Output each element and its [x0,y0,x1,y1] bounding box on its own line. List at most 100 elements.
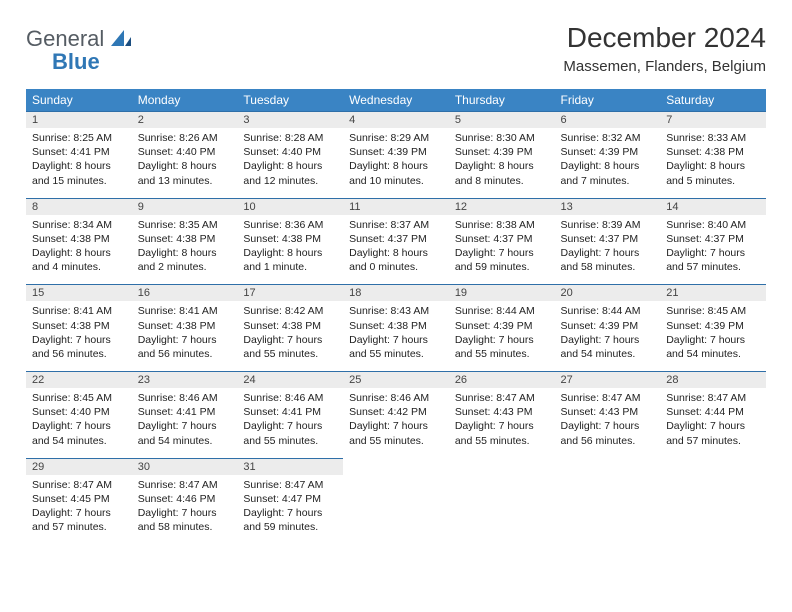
sunrise-text: Sunrise: 8:47 AM [666,391,760,405]
day-body: Sunrise: 8:35 AMSunset: 4:38 PMDaylight:… [132,215,238,285]
day-body: Sunrise: 8:39 AMSunset: 4:37 PMDaylight:… [555,215,661,285]
day-cell: 18Sunrise: 8:43 AMSunset: 4:38 PMDayligh… [343,285,449,372]
day-body: Sunrise: 8:36 AMSunset: 4:38 PMDaylight:… [237,215,343,285]
day-cell: 13Sunrise: 8:39 AMSunset: 4:37 PMDayligh… [555,198,661,285]
sunset-text: Sunset: 4:42 PM [349,405,443,419]
day-cell: 23Sunrise: 8:46 AMSunset: 4:41 PMDayligh… [132,372,238,459]
sunrise-text: Sunrise: 8:36 AM [243,218,337,232]
day-body: Sunrise: 8:47 AMSunset: 4:43 PMDaylight:… [449,388,555,458]
sunrise-text: Sunrise: 8:41 AM [138,304,232,318]
calendar-row: 8Sunrise: 8:34 AMSunset: 4:38 PMDaylight… [26,198,766,285]
day-body: Sunrise: 8:30 AMSunset: 4:39 PMDaylight:… [449,128,555,198]
daylight-text: Daylight: 7 hours and 56 minutes. [138,333,232,361]
day-body: Sunrise: 8:29 AMSunset: 4:39 PMDaylight:… [343,128,449,198]
daylight-text: Daylight: 7 hours and 58 minutes. [561,246,655,274]
day-number: 19 [449,285,555,301]
daylight-text: Daylight: 7 hours and 54 minutes. [138,419,232,447]
day-cell: 24Sunrise: 8:46 AMSunset: 4:41 PMDayligh… [237,372,343,459]
daylight-text: Daylight: 8 hours and 1 minute. [243,246,337,274]
day-number: 8 [26,199,132,215]
logo-sail-icon [111,30,131,53]
weekday-header: Friday [555,89,661,112]
day-cell: 25Sunrise: 8:46 AMSunset: 4:42 PMDayligh… [343,372,449,459]
daylight-text: Daylight: 7 hours and 57 minutes. [32,506,126,534]
day-number: 20 [555,285,661,301]
sunset-text: Sunset: 4:45 PM [32,492,126,506]
daylight-text: Daylight: 7 hours and 55 minutes. [349,419,443,447]
daylight-text: Daylight: 7 hours and 59 minutes. [455,246,549,274]
weekday-header: Saturday [660,89,766,112]
sunset-text: Sunset: 4:41 PM [32,145,126,159]
day-body: Sunrise: 8:46 AMSunset: 4:42 PMDaylight:… [343,388,449,458]
day-cell [449,458,555,544]
day-body: Sunrise: 8:37 AMSunset: 4:37 PMDaylight:… [343,215,449,285]
sunset-text: Sunset: 4:38 PM [32,232,126,246]
day-number: 24 [237,372,343,388]
sunset-text: Sunset: 4:37 PM [349,232,443,246]
daylight-text: Daylight: 7 hours and 56 minutes. [561,419,655,447]
day-number: 9 [132,199,238,215]
sunset-text: Sunset: 4:39 PM [455,319,549,333]
sunset-text: Sunset: 4:40 PM [32,405,126,419]
sunset-text: Sunset: 4:38 PM [243,232,337,246]
sunset-text: Sunset: 4:39 PM [561,319,655,333]
day-cell: 10Sunrise: 8:36 AMSunset: 4:38 PMDayligh… [237,198,343,285]
daylight-text: Daylight: 7 hours and 55 minutes. [455,419,549,447]
weekday-header: Wednesday [343,89,449,112]
day-cell: 14Sunrise: 8:40 AMSunset: 4:37 PMDayligh… [660,198,766,285]
sunrise-text: Sunrise: 8:39 AM [561,218,655,232]
day-body: Sunrise: 8:45 AMSunset: 4:39 PMDaylight:… [660,301,766,371]
day-cell: 27Sunrise: 8:47 AMSunset: 4:43 PMDayligh… [555,372,661,459]
day-number: 2 [132,112,238,128]
sunrise-text: Sunrise: 8:33 AM [666,131,760,145]
weekday-header-row: SundayMondayTuesdayWednesdayThursdayFrid… [26,89,766,112]
day-body: Sunrise: 8:40 AMSunset: 4:37 PMDaylight:… [660,215,766,285]
day-cell: 30Sunrise: 8:47 AMSunset: 4:46 PMDayligh… [132,458,238,544]
day-body: Sunrise: 8:47 AMSunset: 4:47 PMDaylight:… [237,475,343,545]
daylight-text: Daylight: 7 hours and 55 minutes. [349,333,443,361]
daylight-text: Daylight: 7 hours and 59 minutes. [243,506,337,534]
sunset-text: Sunset: 4:39 PM [666,319,760,333]
day-body: Sunrise: 8:44 AMSunset: 4:39 PMDaylight:… [449,301,555,371]
calendar-row: 1Sunrise: 8:25 AMSunset: 4:41 PMDaylight… [26,112,766,199]
day-number: 1 [26,112,132,128]
day-number: 23 [132,372,238,388]
day-cell: 11Sunrise: 8:37 AMSunset: 4:37 PMDayligh… [343,198,449,285]
day-number: 14 [660,199,766,215]
day-cell: 28Sunrise: 8:47 AMSunset: 4:44 PMDayligh… [660,372,766,459]
daylight-text: Daylight: 8 hours and 7 minutes. [561,159,655,187]
sunrise-text: Sunrise: 8:46 AM [349,391,443,405]
daylight-text: Daylight: 7 hours and 54 minutes. [666,333,760,361]
daylight-text: Daylight: 8 hours and 13 minutes. [138,159,232,187]
day-body: Sunrise: 8:38 AMSunset: 4:37 PMDaylight:… [449,215,555,285]
sunrise-text: Sunrise: 8:45 AM [666,304,760,318]
day-cell: 26Sunrise: 8:47 AMSunset: 4:43 PMDayligh… [449,372,555,459]
calendar-table: SundayMondayTuesdayWednesdayThursdayFrid… [26,89,766,544]
day-number: 4 [343,112,449,128]
title-block: December 2024 Massemen, Flanders, Belgiu… [563,22,766,75]
day-number: 11 [343,199,449,215]
day-cell: 3Sunrise: 8:28 AMSunset: 4:40 PMDaylight… [237,112,343,199]
location-label: Massemen, Flanders, Belgium [563,58,766,75]
day-cell: 19Sunrise: 8:44 AMSunset: 4:39 PMDayligh… [449,285,555,372]
logo-general: General [26,26,104,51]
day-cell: 1Sunrise: 8:25 AMSunset: 4:41 PMDaylight… [26,112,132,199]
sunrise-text: Sunrise: 8:28 AM [243,131,337,145]
day-body: Sunrise: 8:43 AMSunset: 4:38 PMDaylight:… [343,301,449,371]
day-number: 17 [237,285,343,301]
calendar-row: 15Sunrise: 8:41 AMSunset: 4:38 PMDayligh… [26,285,766,372]
sunset-text: Sunset: 4:37 PM [455,232,549,246]
day-cell: 29Sunrise: 8:47 AMSunset: 4:45 PMDayligh… [26,458,132,544]
sunrise-text: Sunrise: 8:45 AM [32,391,126,405]
sunrise-text: Sunrise: 8:34 AM [32,218,126,232]
sunset-text: Sunset: 4:38 PM [243,319,337,333]
day-number: 16 [132,285,238,301]
sunset-text: Sunset: 4:39 PM [561,145,655,159]
daylight-text: Daylight: 7 hours and 57 minutes. [666,246,760,274]
day-body: Sunrise: 8:46 AMSunset: 4:41 PMDaylight:… [132,388,238,458]
daylight-text: Daylight: 7 hours and 54 minutes. [561,333,655,361]
sunrise-text: Sunrise: 8:44 AM [561,304,655,318]
day-body: Sunrise: 8:41 AMSunset: 4:38 PMDaylight:… [132,301,238,371]
header: General Blue December 2024 Massemen, Fla… [26,22,766,75]
sunset-text: Sunset: 4:41 PM [138,405,232,419]
